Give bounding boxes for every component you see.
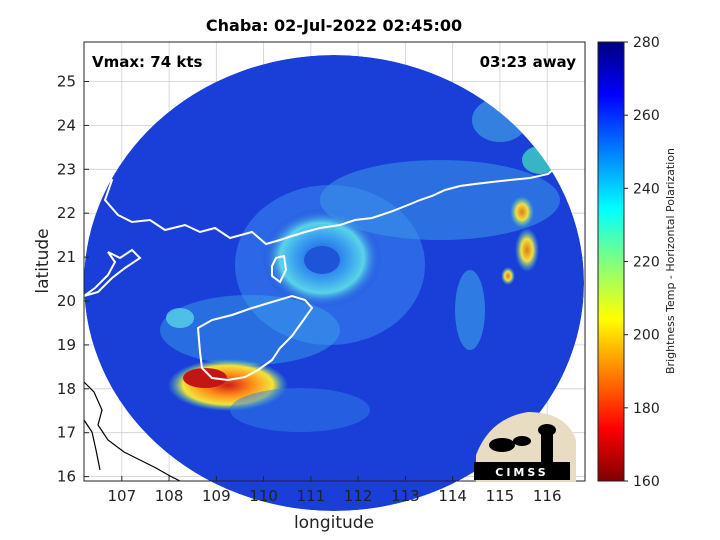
- y-tick-label: 21: [57, 248, 76, 266]
- y-tick-label: 16: [57, 468, 76, 486]
- colorbar-tick-label: 260: [633, 108, 660, 124]
- x-tick-label: 110: [249, 487, 278, 505]
- x-tick-label: 112: [344, 487, 373, 505]
- y-tick-label: 25: [57, 73, 76, 91]
- colorbar-tick-label: 180: [633, 401, 660, 417]
- x-axis-ticks: 107 108 109 110 111 112 113 114 115 116: [107, 476, 562, 505]
- y-axis-ticks: 16 17 18 19 20 21 22 23 24 25: [57, 73, 89, 486]
- colorbar-tick-label: 200: [633, 328, 660, 344]
- chart-title: Chaba: 02-Jul-2022 02:45:00: [206, 16, 462, 35]
- y-tick-label: 20: [57, 292, 76, 310]
- vmax-annotation: Vmax: 74 kts: [92, 53, 202, 71]
- x-tick-label: 116: [533, 487, 562, 505]
- colorbar-tick-label: 160: [633, 474, 660, 490]
- coastline-outside: [83, 381, 181, 482]
- x-tick-label: 109: [202, 487, 231, 505]
- colorbar-ticks: 280 260 240 220 200 180 160: [624, 35, 660, 490]
- logo-text: CIMSS: [495, 466, 548, 479]
- y-tick-label: 19: [57, 336, 76, 354]
- coastline-inside: [84, 149, 584, 382]
- time-away-annotation: 03:23 away: [480, 53, 577, 71]
- colorbar-tick-label: 280: [633, 35, 660, 51]
- y-tick-label: 23: [57, 160, 76, 178]
- x-tick-label: 115: [486, 487, 515, 505]
- y-tick-label: 24: [57, 116, 76, 134]
- x-tick-label: 111: [297, 487, 326, 505]
- colorbar-label: Brightness Temp - Horizontal Polarizatio…: [664, 148, 677, 374]
- y-tick-label: 18: [57, 380, 76, 398]
- x-tick-label: 107: [107, 487, 136, 505]
- y-axis-label: latitude: [33, 228, 53, 293]
- colorbar: [597, 41, 625, 482]
- x-tick-label: 114: [438, 487, 467, 505]
- x-tick-label: 108: [155, 487, 184, 505]
- brightness-temperature-field: [84, 55, 584, 511]
- colorbar-tick-label: 220: [633, 255, 660, 271]
- cimss-logo: CIMSS: [474, 412, 576, 482]
- y-tick-label: 17: [57, 424, 76, 442]
- colorbar-tick-label: 240: [633, 181, 660, 197]
- x-axis-label: longitude: [294, 513, 374, 533]
- y-tick-label: 22: [57, 204, 76, 222]
- x-tick-label: 113: [391, 487, 420, 505]
- plot-frame: [83, 41, 586, 482]
